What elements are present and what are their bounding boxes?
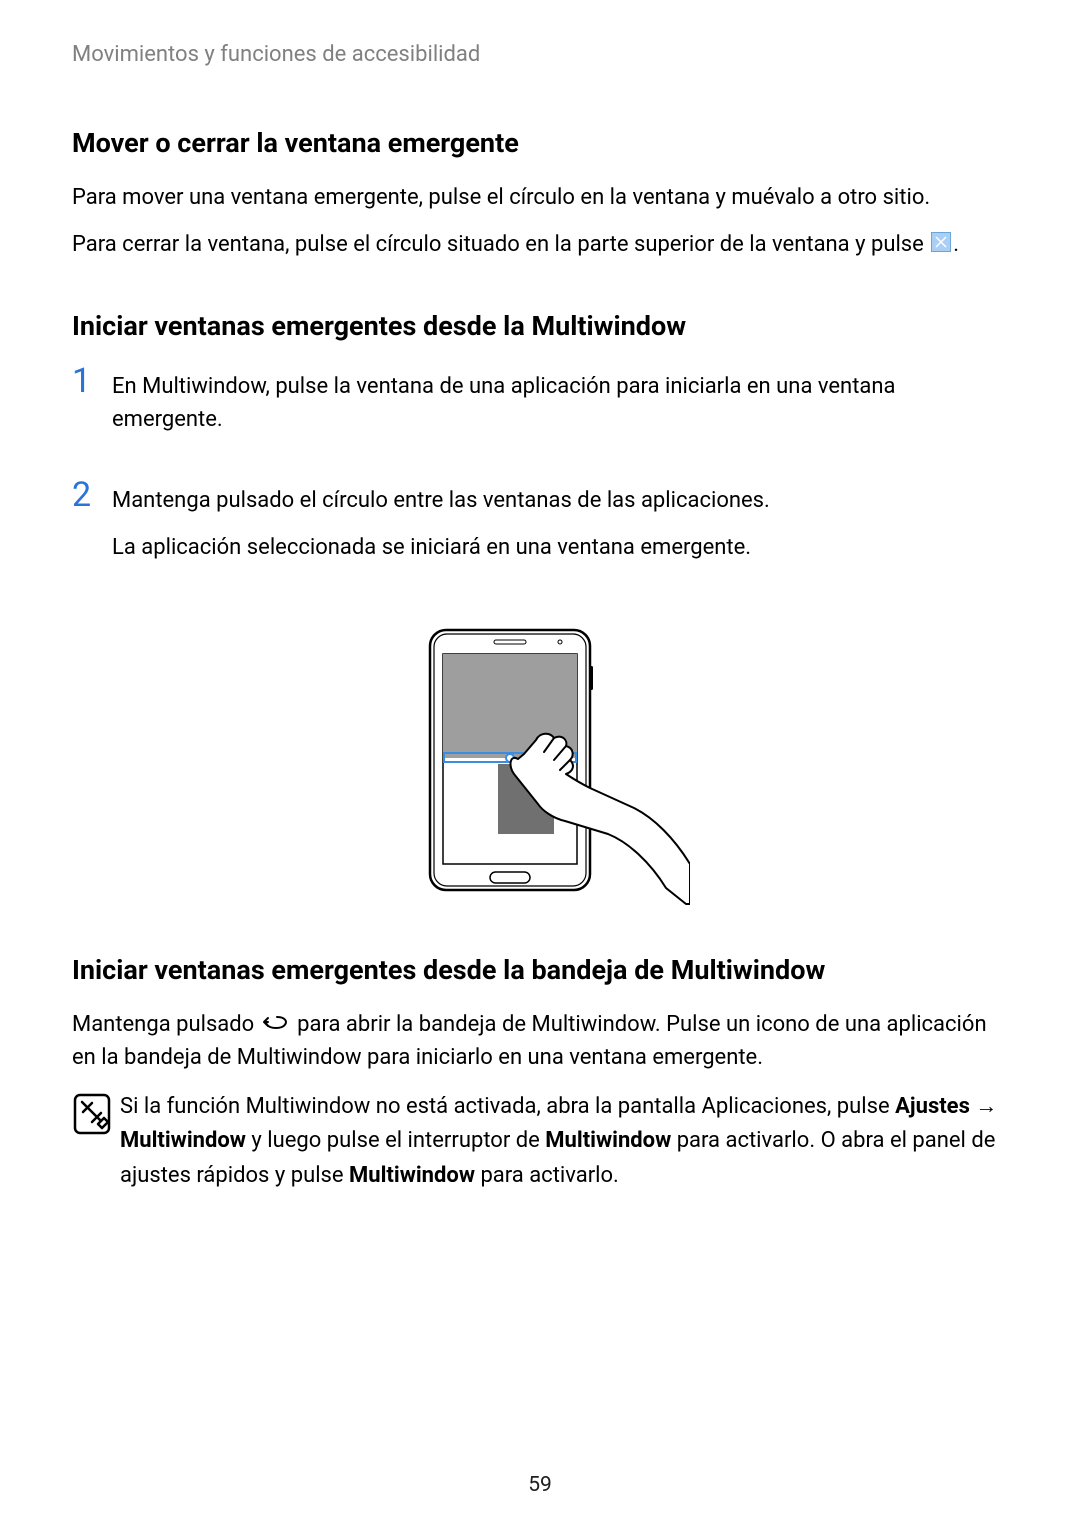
back-arrow-icon [262, 1008, 290, 1041]
heading-iniciar-bandeja: Iniciar ventanas emergentes desde la ban… [72, 954, 1008, 986]
text: para activarlo. [475, 1163, 619, 1188]
phone-illustration [72, 626, 1008, 906]
note-block: Si la función Multiwindow no está activa… [72, 1090, 1008, 1192]
page-number: 59 [0, 1473, 1080, 1497]
close-window-icon [931, 229, 951, 262]
step-2: 2 Mantenga pulsado el círculo entre las … [72, 478, 1008, 578]
section-iniciar-multiwindow: Iniciar ventanas emergentes desde la Mul… [72, 310, 1008, 578]
bold-text: Multiwindow [545, 1128, 671, 1153]
paragraph: Mantenga pulsado para abrir la bandeja d… [72, 1008, 1008, 1075]
note-text: Si la función Multiwindow no está activa… [120, 1090, 1008, 1192]
section-mover-cerrar: Mover o cerrar la ventana emergente Para… [72, 127, 1008, 262]
paragraph: Para mover una ventana emergente, pulse … [72, 181, 1008, 214]
heading-mover-cerrar: Mover o cerrar la ventana emergente [72, 127, 1008, 159]
step-number: 1 [72, 364, 112, 398]
text: Para cerrar la ventana, pulse el círculo… [72, 232, 929, 257]
note-icon [72, 1090, 120, 1140]
text: Mantenga pulsado el círculo entre las ve… [112, 484, 1008, 517]
bold-text: Ajustes [895, 1094, 970, 1119]
text: Mantenga pulsado [72, 1012, 260, 1037]
text: Si la función Multiwindow no está activa… [120, 1094, 895, 1119]
text: y luego pulse el interruptor de [246, 1128, 545, 1153]
paragraph: Para cerrar la ventana, pulse el círculo… [72, 228, 1008, 262]
step-1: 1 En Multiwindow, pulse la ventana de un… [72, 364, 1008, 450]
text: . [953, 232, 959, 257]
arrow-text: → [970, 1094, 997, 1119]
page-header: Movimientos y funciones de accesibilidad [72, 42, 1008, 67]
section-iniciar-bandeja: Iniciar ventanas emergentes desde la ban… [72, 954, 1008, 1193]
bold-text: Multiwindow [120, 1128, 246, 1153]
step-body: En Multiwindow, pulse la ventana de una … [112, 364, 1008, 450]
text: La aplicación seleccionada se iniciará e… [112, 531, 1008, 564]
bold-text: Multiwindow [349, 1163, 475, 1188]
heading-iniciar-multiwindow: Iniciar ventanas emergentes desde la Mul… [72, 310, 1008, 342]
text: En Multiwindow, pulse la ventana de una … [112, 370, 1008, 436]
step-body: Mantenga pulsado el círculo entre las ve… [112, 478, 1008, 578]
step-number: 2 [72, 478, 112, 512]
